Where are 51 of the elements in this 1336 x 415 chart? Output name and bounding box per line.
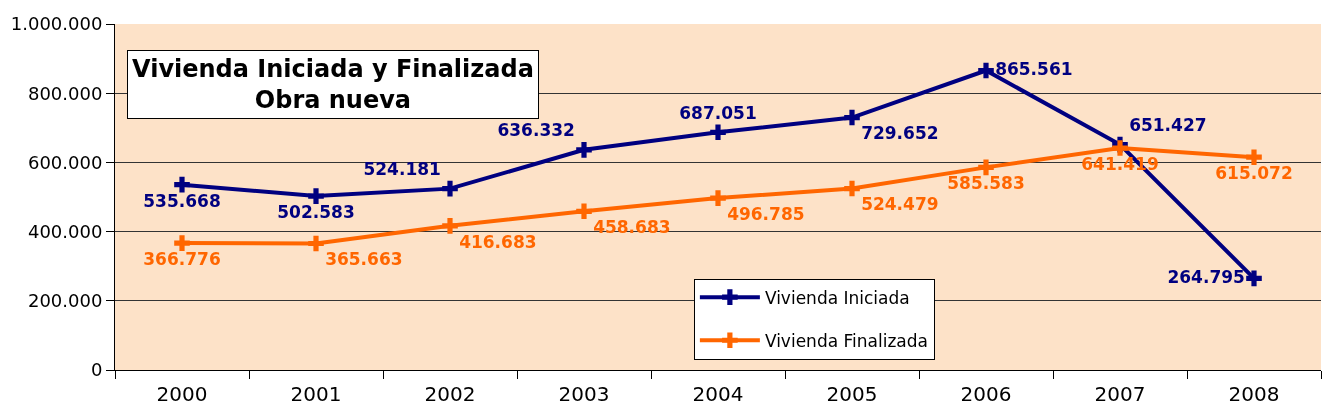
data-label: 729.652 [861, 123, 939, 144]
x-tick-label: 2003 [558, 382, 610, 406]
point [1112, 140, 1128, 156]
point [442, 218, 458, 234]
x-tick-label: 2000 [156, 382, 208, 406]
data-label: 365.663 [325, 249, 403, 270]
data-label: 687.051 [679, 102, 757, 123]
point [308, 235, 324, 252]
point [844, 180, 860, 197]
legend-label: Vivienda Iniciada [764, 287, 910, 308]
point [174, 176, 190, 193]
x-tick-label: 2004 [692, 382, 744, 406]
point [576, 142, 592, 158]
text: Vivienda Iniciada y Finalizada Obra nueva [132, 55, 534, 115]
point [710, 124, 726, 141]
x-tick-label: 2001 [290, 382, 342, 406]
y-tick-label: 800.000 [27, 82, 103, 104]
y-tick-label: 600.000 [27, 151, 103, 173]
x-tick-label: 2008 [1228, 382, 1280, 406]
data-label: 865.561 [995, 58, 1073, 79]
x-tick-label: 2007 [1094, 382, 1146, 406]
point [1246, 270, 1262, 287]
x-tick-label: 2006 [960, 382, 1012, 406]
point [978, 62, 994, 79]
point [844, 109, 860, 126]
legend-label: Vivienda Finalizada [764, 330, 928, 351]
data-label: 502.583 [277, 201, 355, 222]
data-label: 366.776 [143, 248, 221, 269]
y-tick-label: 400.000 [27, 220, 103, 242]
point [174, 235, 190, 251]
data-label: 416.683 [459, 231, 537, 252]
data-label: 615.072 [1215, 163, 1293, 184]
point [442, 180, 458, 197]
data-label: 651.427 [1129, 115, 1207, 136]
data-label: 585.583 [947, 173, 1025, 194]
point [308, 188, 324, 204]
data-label: 264.795 [1167, 266, 1245, 287]
y-tick-label: 200.000 [27, 290, 103, 312]
x-tick-label: 2002 [424, 382, 476, 406]
data-label: 524.181 [363, 159, 441, 180]
data-label: 535.668 [143, 190, 221, 211]
point [1246, 149, 1262, 165]
point [978, 159, 994, 176]
data-label: 636.332 [497, 120, 575, 141]
y-tick-label: 1.000.000 [10, 13, 103, 35]
x-tick-label: 2005 [826, 382, 878, 406]
y-tick-label: 0 [90, 359, 103, 381]
data-label: 496.785 [727, 203, 805, 224]
data-label: 524.479 [861, 194, 939, 215]
point [576, 203, 592, 220]
point [710, 190, 726, 206]
